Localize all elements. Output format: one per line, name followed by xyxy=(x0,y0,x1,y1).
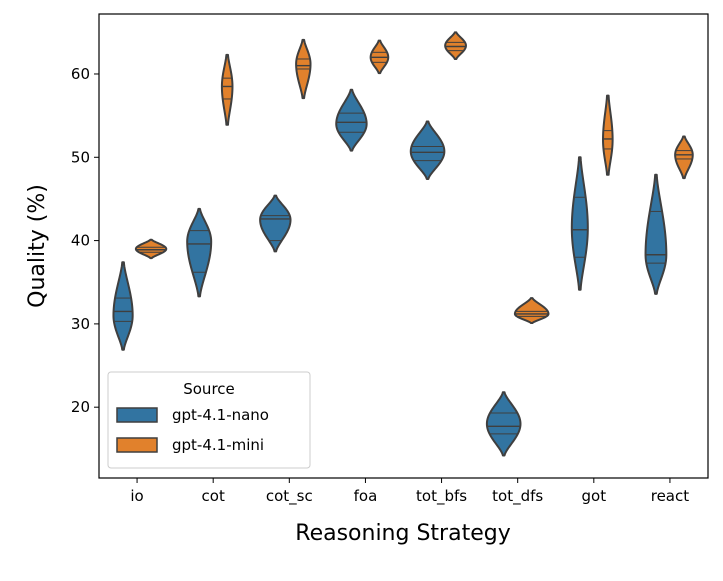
x-tick-label: tot_bfs xyxy=(416,487,467,506)
violin-foa-gpt-4.1-nano xyxy=(335,88,368,152)
violin-cot_sc-gpt-4.1-mini xyxy=(295,38,312,100)
violin-body xyxy=(186,207,213,298)
violin-tot_dfs-gpt-4.1-mini xyxy=(513,297,550,325)
legend: Source gpt-4.1-nano gpt-4.1-mini xyxy=(107,371,311,469)
violins-layer xyxy=(112,31,694,457)
x-tick-label: io xyxy=(130,487,143,505)
plot-frame xyxy=(98,13,709,479)
x-tick-label: cot_sc xyxy=(266,487,313,506)
violin-body xyxy=(570,156,589,291)
violin-body xyxy=(409,120,446,180)
y-tick-label: 30 xyxy=(71,315,90,333)
x-tick-label: tot_dfs xyxy=(492,487,543,506)
x-tick-label: got xyxy=(582,487,607,505)
legend-title: Source xyxy=(183,380,235,398)
x-tick-label: cot xyxy=(202,487,225,505)
violin-body xyxy=(335,88,368,152)
violin-cot-gpt-4.1-nano xyxy=(186,207,213,298)
legend-label-nano: gpt-4.1-nano xyxy=(172,406,269,424)
violin-body xyxy=(513,297,550,325)
y-axis-label: Quality (%) xyxy=(25,184,50,308)
legend-frame xyxy=(107,371,311,469)
violin-body xyxy=(602,94,614,176)
y-tick-label: 50 xyxy=(71,148,90,166)
x-tick-label: react xyxy=(651,487,690,505)
y-tick-label: 60 xyxy=(71,65,90,83)
violin-body xyxy=(259,194,292,253)
violin-tot_dfs-gpt-4.1-nano xyxy=(485,391,522,457)
legend-swatch-mini xyxy=(116,437,158,453)
x-axis-label: Reasoning Strategy xyxy=(295,521,510,546)
violin-body xyxy=(444,31,467,60)
violin-react-gpt-4.1-mini xyxy=(674,135,694,180)
violin-cot-gpt-4.1-mini xyxy=(220,53,234,126)
violin-io-gpt-4.1-nano xyxy=(112,261,134,351)
legend-label-mini: gpt-4.1-mini xyxy=(172,436,264,454)
y-tick-label: 20 xyxy=(71,398,90,416)
violin-body xyxy=(134,238,168,260)
violin-react-gpt-4.1-nano xyxy=(644,173,668,295)
violin-got-gpt-4.1-nano xyxy=(570,156,589,291)
violin-got-gpt-4.1-mini xyxy=(602,94,614,176)
violin-foa-gpt-4.1-mini xyxy=(369,39,390,75)
violin-cot_sc-gpt-4.1-nano xyxy=(259,194,292,253)
legend-swatch-nano xyxy=(116,407,158,423)
violin-body xyxy=(644,173,668,295)
y-axis: 20 30 40 50 60 xyxy=(71,65,99,416)
violin-tot_bfs-gpt-4.1-mini xyxy=(444,31,467,60)
violin-body xyxy=(485,391,522,457)
violin-body xyxy=(220,53,234,126)
x-axis: io cot cot_sc foa tot_bfs tot_dfs got react xyxy=(130,478,689,506)
violin-tot_bfs-gpt-4.1-nano xyxy=(409,120,446,180)
violin-io-gpt-4.1-mini xyxy=(134,238,168,260)
x-tick-label: foa xyxy=(354,487,378,505)
violin-body xyxy=(112,261,134,351)
violin-body xyxy=(674,135,694,180)
y-tick-label: 40 xyxy=(71,232,90,250)
